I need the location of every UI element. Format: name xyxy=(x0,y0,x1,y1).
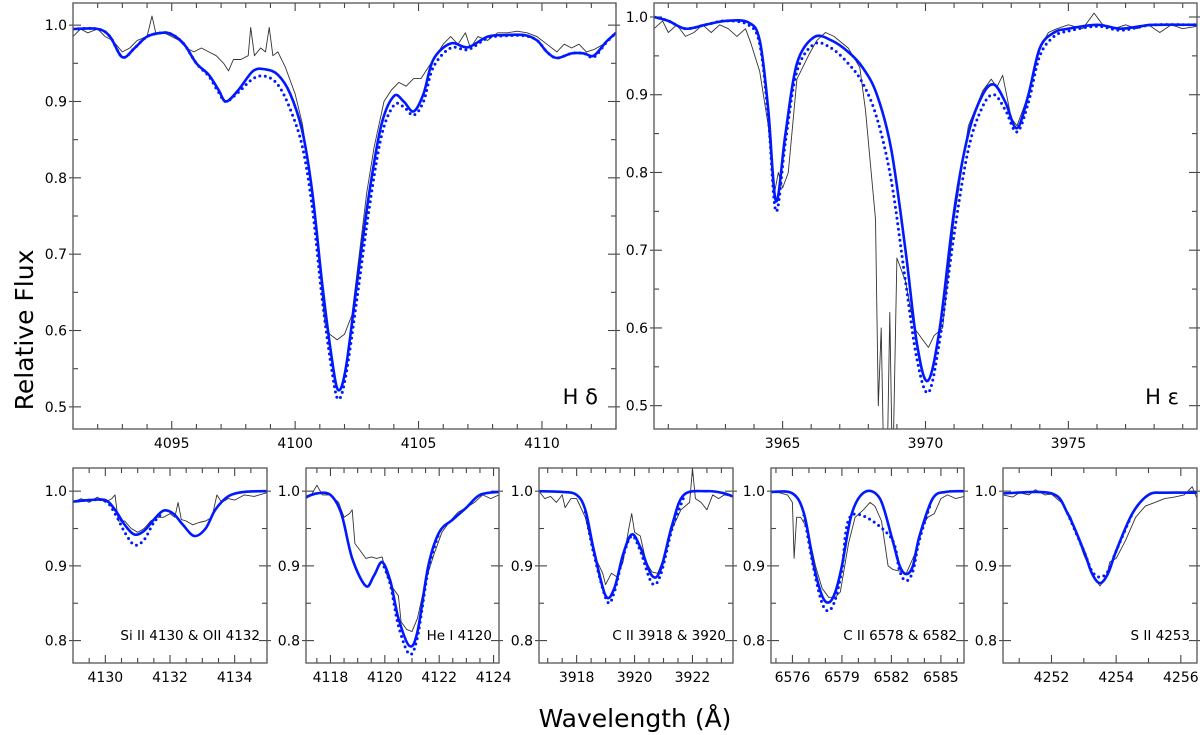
x-tick-label: 4256 xyxy=(1163,670,1199,686)
x-tick-label: 3975 xyxy=(1051,436,1087,452)
x-tick-label: 4130 xyxy=(88,670,124,686)
x-tick-label: 4120 xyxy=(367,670,403,686)
panel-label: C II 3918 & 3920 xyxy=(612,628,726,644)
panel-frame xyxy=(653,2,1198,430)
y-tick-label: 0.6 xyxy=(626,321,648,337)
y-tick-label: 1.0 xyxy=(45,484,67,500)
x-tick-label: 6585 xyxy=(923,670,959,686)
x-tick-label: 4132 xyxy=(152,670,188,686)
y-tick-label: 0.5 xyxy=(45,400,67,416)
panel-frame xyxy=(1002,467,1198,664)
observed-spectrum-line xyxy=(306,484,499,633)
x-tick-label: 4252 xyxy=(1034,670,1070,686)
y-tick-label: 0.5 xyxy=(626,399,648,415)
panel-label: Si II 4130 & OII 4132 xyxy=(120,628,260,644)
x-tick-label: 6576 xyxy=(775,670,811,686)
panel-frame xyxy=(72,467,268,664)
model-solid-line xyxy=(73,489,267,538)
series-group xyxy=(73,15,616,401)
model-solid-line xyxy=(539,489,733,600)
x-tick-label: 4122 xyxy=(421,670,457,686)
panel-frame xyxy=(72,2,617,430)
observed-spectrum-line xyxy=(654,12,1197,429)
series-group xyxy=(1003,486,1197,587)
y-tick-label: 0.6 xyxy=(45,324,67,340)
panel-label: H ε xyxy=(1145,385,1179,409)
model-dotted-line xyxy=(73,26,616,401)
panel-label: S II 4253 xyxy=(1131,628,1190,644)
spectrum-panel: 3918 3920 3922 0.8 0.9 1.0 C II 3918 & 3920 xyxy=(511,467,737,686)
y-tick-label: 1.0 xyxy=(511,484,533,500)
model-dotted-line xyxy=(654,15,1197,395)
series-group xyxy=(771,489,964,613)
model-dotted-line xyxy=(802,500,933,613)
series-group xyxy=(306,484,499,656)
y-tick-label: 0.8 xyxy=(743,634,765,650)
observed-spectrum-line xyxy=(539,468,733,586)
y-tick-label: 1.0 xyxy=(45,18,67,34)
x-tick-label: 6582 xyxy=(874,670,910,686)
x-tick-label: 3918 xyxy=(559,670,595,686)
series-group xyxy=(539,468,733,605)
x-tick-label: 3922 xyxy=(675,670,711,686)
y-tick-label: 0.7 xyxy=(45,247,67,263)
x-tick-label: 4110 xyxy=(524,436,560,452)
x-tick-label: 3970 xyxy=(908,436,944,452)
panel-frame xyxy=(305,467,500,664)
x-axis-title: Wavelength (Å) xyxy=(539,704,732,733)
y-tick-label: 0.9 xyxy=(45,559,67,575)
panel-label: C II 6578 & 6582 xyxy=(843,628,957,644)
x-tick-label: 6579 xyxy=(824,670,860,686)
y-tick-label: 0.8 xyxy=(45,634,67,650)
panel-label: He I 4120 xyxy=(427,628,492,644)
y-tick-label: 0.8 xyxy=(511,634,533,650)
y-tick-label: 0.9 xyxy=(45,94,67,110)
panel-label: H δ xyxy=(563,385,598,409)
x-tick-label: 4100 xyxy=(277,436,313,452)
x-tick-label: 4134 xyxy=(217,670,253,686)
y-tick-label: 1.0 xyxy=(743,484,765,500)
x-tick-label: 3920 xyxy=(617,670,653,686)
panel-frame xyxy=(770,467,965,664)
model-dotted-line xyxy=(583,495,686,605)
series-group xyxy=(654,12,1197,429)
y-tick-label: 0.7 xyxy=(626,243,648,259)
spectrum-panel: 4130 4132 4134 0.8 0.9 1.0 Si II 4130 & OII 41… xyxy=(45,467,271,686)
x-tick-label: 4118 xyxy=(313,670,349,686)
y-tick-label: 0.8 xyxy=(975,634,997,650)
x-tick-label: 4124 xyxy=(476,670,512,686)
x-tick-label: 4254 xyxy=(1098,670,1134,686)
observed-spectrum-line xyxy=(771,492,964,598)
model-solid-line xyxy=(771,489,964,604)
panel-frame xyxy=(538,467,734,664)
model-solid-line xyxy=(654,15,1197,383)
spectrum-panel: 6576 6579 6582 6585 0.8 0.9 1.0 C II 6578 & 658… xyxy=(743,467,968,686)
y-tick-label: 0.8 xyxy=(45,171,67,187)
y-tick-label: 1.0 xyxy=(975,484,997,500)
spectrum-panel: 4095 4100 4105 4110 0.5 0.6 0.7 0.8 0.9 1.0 H δ xyxy=(45,2,620,452)
y-tick-label: 0.8 xyxy=(626,165,648,181)
y-tick-label: 0.9 xyxy=(626,88,648,104)
x-tick-label: 4095 xyxy=(154,436,190,452)
spectrum-panel: 3965 3970 3975 0.5 0.6 0.7 0.8 0.9 1.0 H ε xyxy=(626,2,1200,452)
y-tick-label: 1.0 xyxy=(626,10,648,26)
observed-spectrum-line xyxy=(1003,486,1197,587)
spectrum-panel: 4118 4120 4122 4124 0.8 0.9 1.0 He I 4120 xyxy=(278,467,512,686)
model-solid-line xyxy=(306,490,499,648)
y-tick-label: 0.9 xyxy=(511,559,533,575)
series-group xyxy=(73,489,267,547)
spectrum-panel: 4252 4254 4256 0.8 0.9 1.0 S II 4253 xyxy=(975,467,1200,686)
model-solid-line xyxy=(73,27,616,392)
model-solid-line xyxy=(1003,490,1197,585)
y-tick-label: 0.9 xyxy=(743,559,765,575)
observed-spectrum-line xyxy=(73,15,616,341)
y-tick-label: 0.9 xyxy=(278,559,300,575)
y-axis-title: Relative Flux xyxy=(10,250,39,411)
x-tick-label: 4105 xyxy=(401,436,437,452)
y-tick-label: 0.8 xyxy=(278,634,300,650)
x-tick-label: 3965 xyxy=(765,436,801,452)
y-tick-label: 0.9 xyxy=(975,559,997,575)
y-tick-label: 1.0 xyxy=(278,484,300,500)
